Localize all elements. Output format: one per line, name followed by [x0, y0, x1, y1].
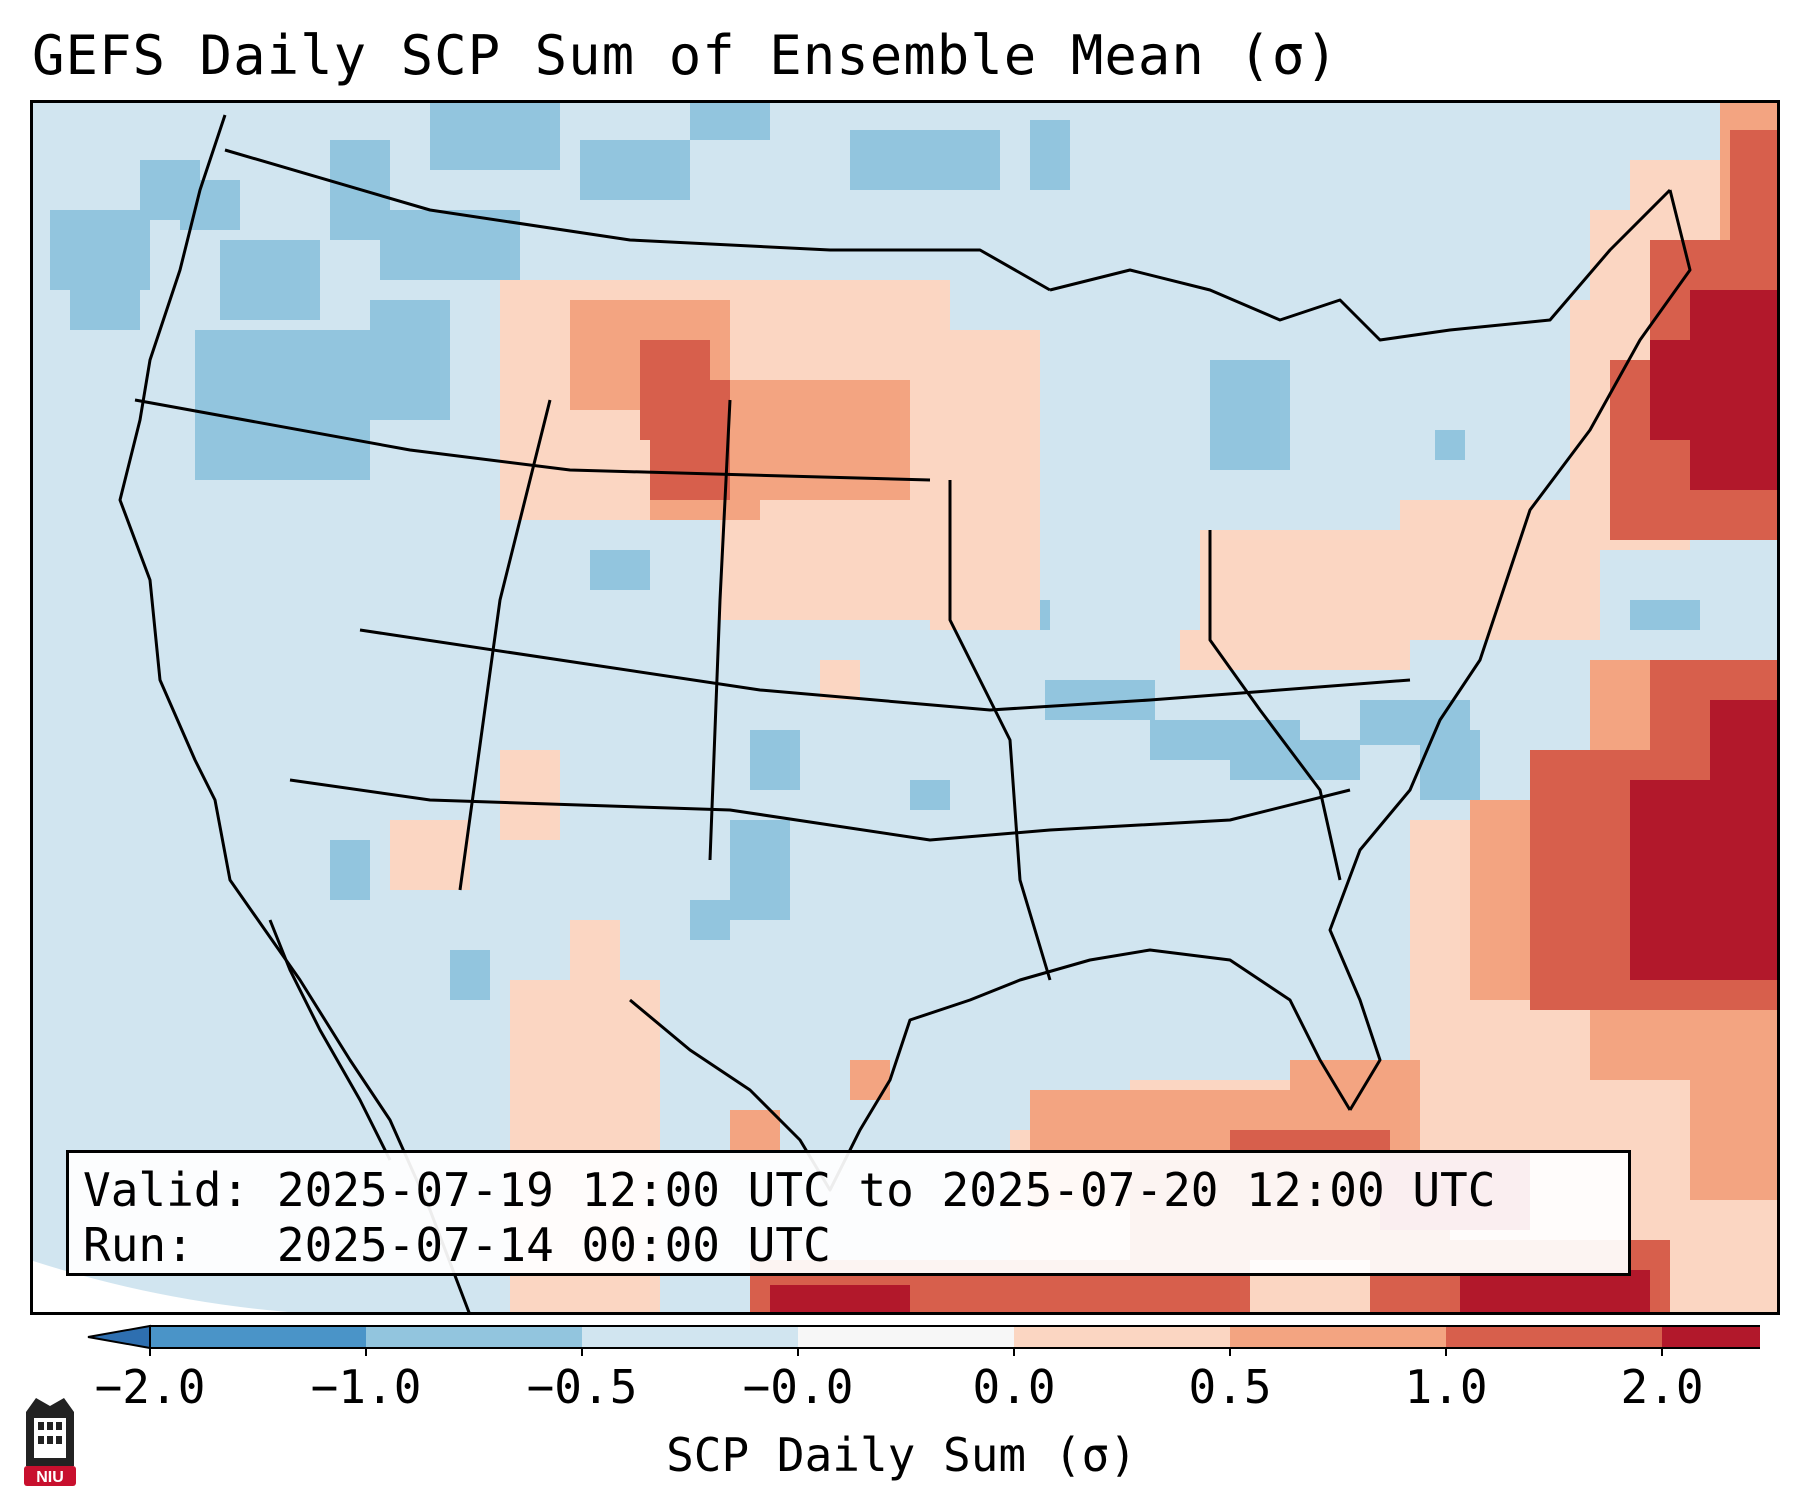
- colorbar-segment-2: [582, 1326, 798, 1348]
- tick-label-3: −0.0: [742, 1360, 854, 1414]
- canada-border: [224, 148, 1051, 292]
- valid-run-info-box: Valid: 2025-07-19 12:00 UTC to 2025-07-2…: [66, 1150, 1631, 1276]
- gulf-coastline: [629, 948, 1352, 1192]
- baja-coast: [268, 919, 392, 1161]
- tick-label-5: 0.5: [1188, 1360, 1272, 1414]
- colorbar-segment-4: [1014, 1326, 1230, 1348]
- tick-label-4: 0.0: [972, 1360, 1056, 1414]
- run-label: Run:: [83, 1218, 194, 1272]
- map-frame: [30, 100, 1780, 1315]
- tick-label-2: −0.5: [526, 1360, 638, 1414]
- colorbar-segment-1: [366, 1326, 582, 1348]
- colorbar-segment-7: [1662, 1326, 1760, 1348]
- svg-text:NIU: NIU: [36, 1469, 64, 1486]
- colorbar-segment-0: [150, 1326, 366, 1348]
- tick-label-0: −2.0: [94, 1360, 206, 1414]
- map-panel: [30, 100, 1780, 1315]
- state-border-7: [1208, 530, 1342, 881]
- tick-label-7: 2.0: [1620, 1360, 1704, 1414]
- colorbar-segment-3: [798, 1326, 1014, 1348]
- colorbar: [87, 1324, 1760, 1356]
- tick-label-6: 1.0: [1404, 1360, 1488, 1414]
- map-canvas: [30, 100, 1780, 1315]
- atlantic-coastline: [1328, 189, 1692, 1111]
- pacific-coastline: [118, 114, 472, 1315]
- colorbar-segment-6: [1446, 1326, 1662, 1348]
- tick-label-1: −1.0: [310, 1360, 422, 1414]
- colorbar-label: SCP Daily Sum (σ): [666, 1428, 1137, 1482]
- state-border-3: [948, 480, 1052, 981]
- state-border-5: [708, 399, 732, 861]
- great-lakes-outline: [1049, 188, 1672, 342]
- state-border-1: [134, 398, 931, 482]
- chart-title: GEFS Daily SCP Sum of Ensemble Mean (σ): [32, 24, 1339, 87]
- valid-value: 2025-07-19 12:00 UTC to 2025-07-20 12:00…: [276, 1163, 1496, 1217]
- state-border-4: [458, 399, 552, 891]
- boundary-lines: [118, 114, 1692, 1315]
- colorbar-under-extension: [87, 1324, 151, 1350]
- state-border-2: [359, 628, 1411, 712]
- state-border-6: [289, 778, 1351, 842]
- projection-edge-corner: [30, 1260, 450, 1315]
- run-value: 2025-07-14 00:00 UTC: [276, 1218, 831, 1272]
- colorbar-segment-5: [1230, 1326, 1446, 1348]
- niu-logo: NIU: [24, 1398, 76, 1486]
- valid-label: Valid:: [83, 1163, 250, 1217]
